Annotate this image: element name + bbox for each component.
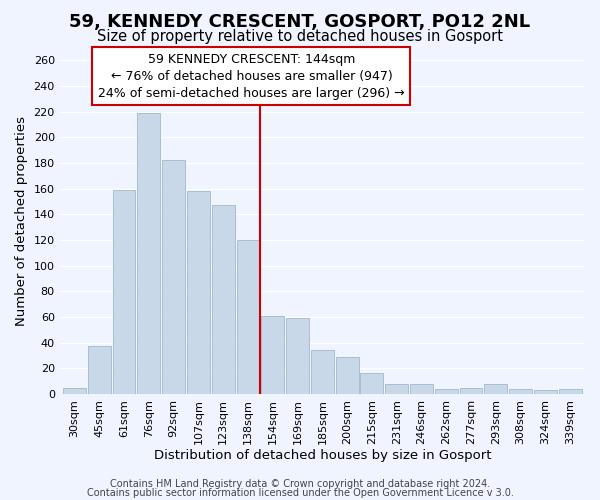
Bar <box>361 374 383 394</box>
Bar <box>212 206 235 394</box>
Y-axis label: Number of detached properties: Number of detached properties <box>15 116 28 326</box>
Bar <box>63 388 86 394</box>
Bar <box>460 388 482 394</box>
Bar <box>311 350 334 394</box>
Bar <box>435 389 458 394</box>
Bar <box>385 384 408 394</box>
Bar <box>410 384 433 394</box>
Text: Contains HM Land Registry data © Crown copyright and database right 2024.: Contains HM Land Registry data © Crown c… <box>110 479 490 489</box>
Text: 59 KENNEDY CRESCENT: 144sqm
← 76% of detached houses are smaller (947)
24% of se: 59 KENNEDY CRESCENT: 144sqm ← 76% of det… <box>98 52 405 100</box>
Bar <box>534 390 557 394</box>
Bar <box>336 356 359 394</box>
Bar <box>137 113 160 394</box>
Bar <box>484 384 507 394</box>
Bar <box>236 240 259 394</box>
Bar <box>88 346 111 394</box>
Bar <box>286 318 309 394</box>
Text: 59, KENNEDY CRESCENT, GOSPORT, PO12 2NL: 59, KENNEDY CRESCENT, GOSPORT, PO12 2NL <box>70 12 530 30</box>
Bar <box>187 191 210 394</box>
Bar <box>262 316 284 394</box>
Bar <box>113 190 136 394</box>
Bar <box>162 160 185 394</box>
Bar <box>509 389 532 394</box>
Text: Contains public sector information licensed under the Open Government Licence v : Contains public sector information licen… <box>86 488 514 498</box>
Text: Size of property relative to detached houses in Gosport: Size of property relative to detached ho… <box>97 29 503 44</box>
Bar <box>559 389 581 394</box>
X-axis label: Distribution of detached houses by size in Gosport: Distribution of detached houses by size … <box>154 450 491 462</box>
